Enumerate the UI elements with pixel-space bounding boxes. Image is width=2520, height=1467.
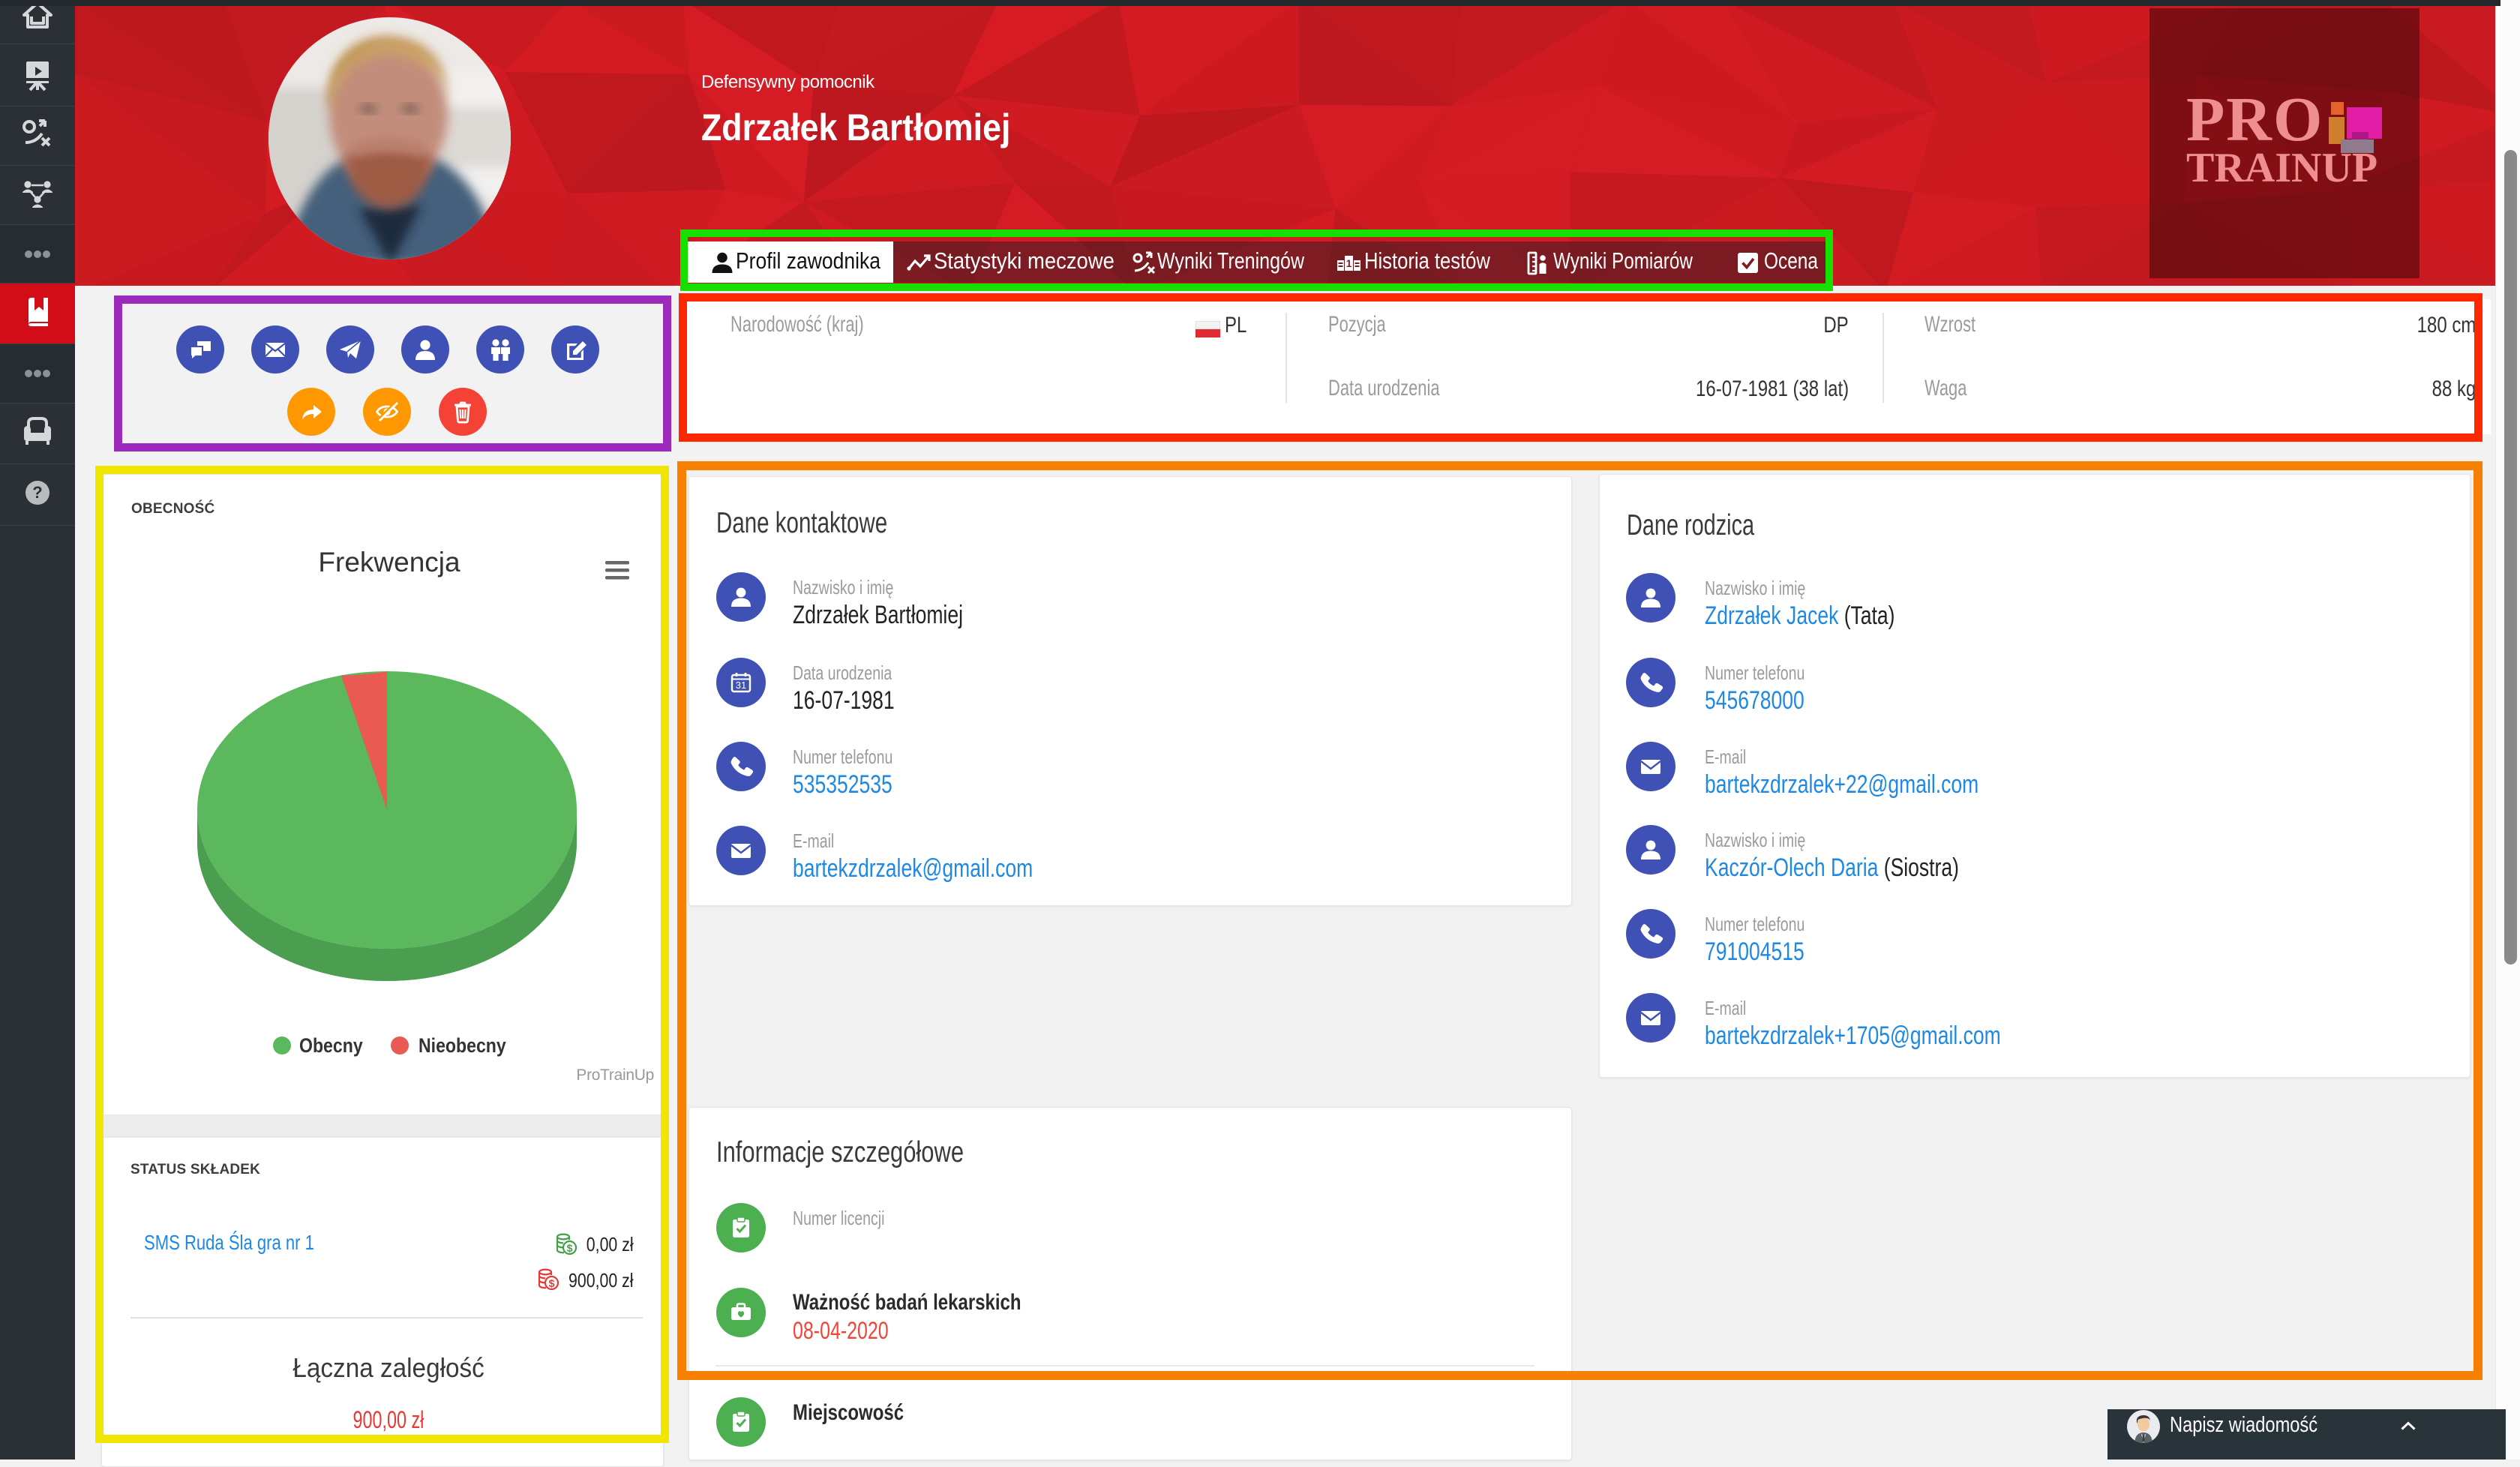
svg-text:$: $ — [549, 1277, 555, 1289]
svg-text:1: 1 — [1346, 257, 1352, 269]
svg-text:?: ? — [32, 483, 42, 502]
svg-text:31: 31 — [736, 680, 746, 691]
svg-text:$: $ — [567, 1242, 573, 1254]
